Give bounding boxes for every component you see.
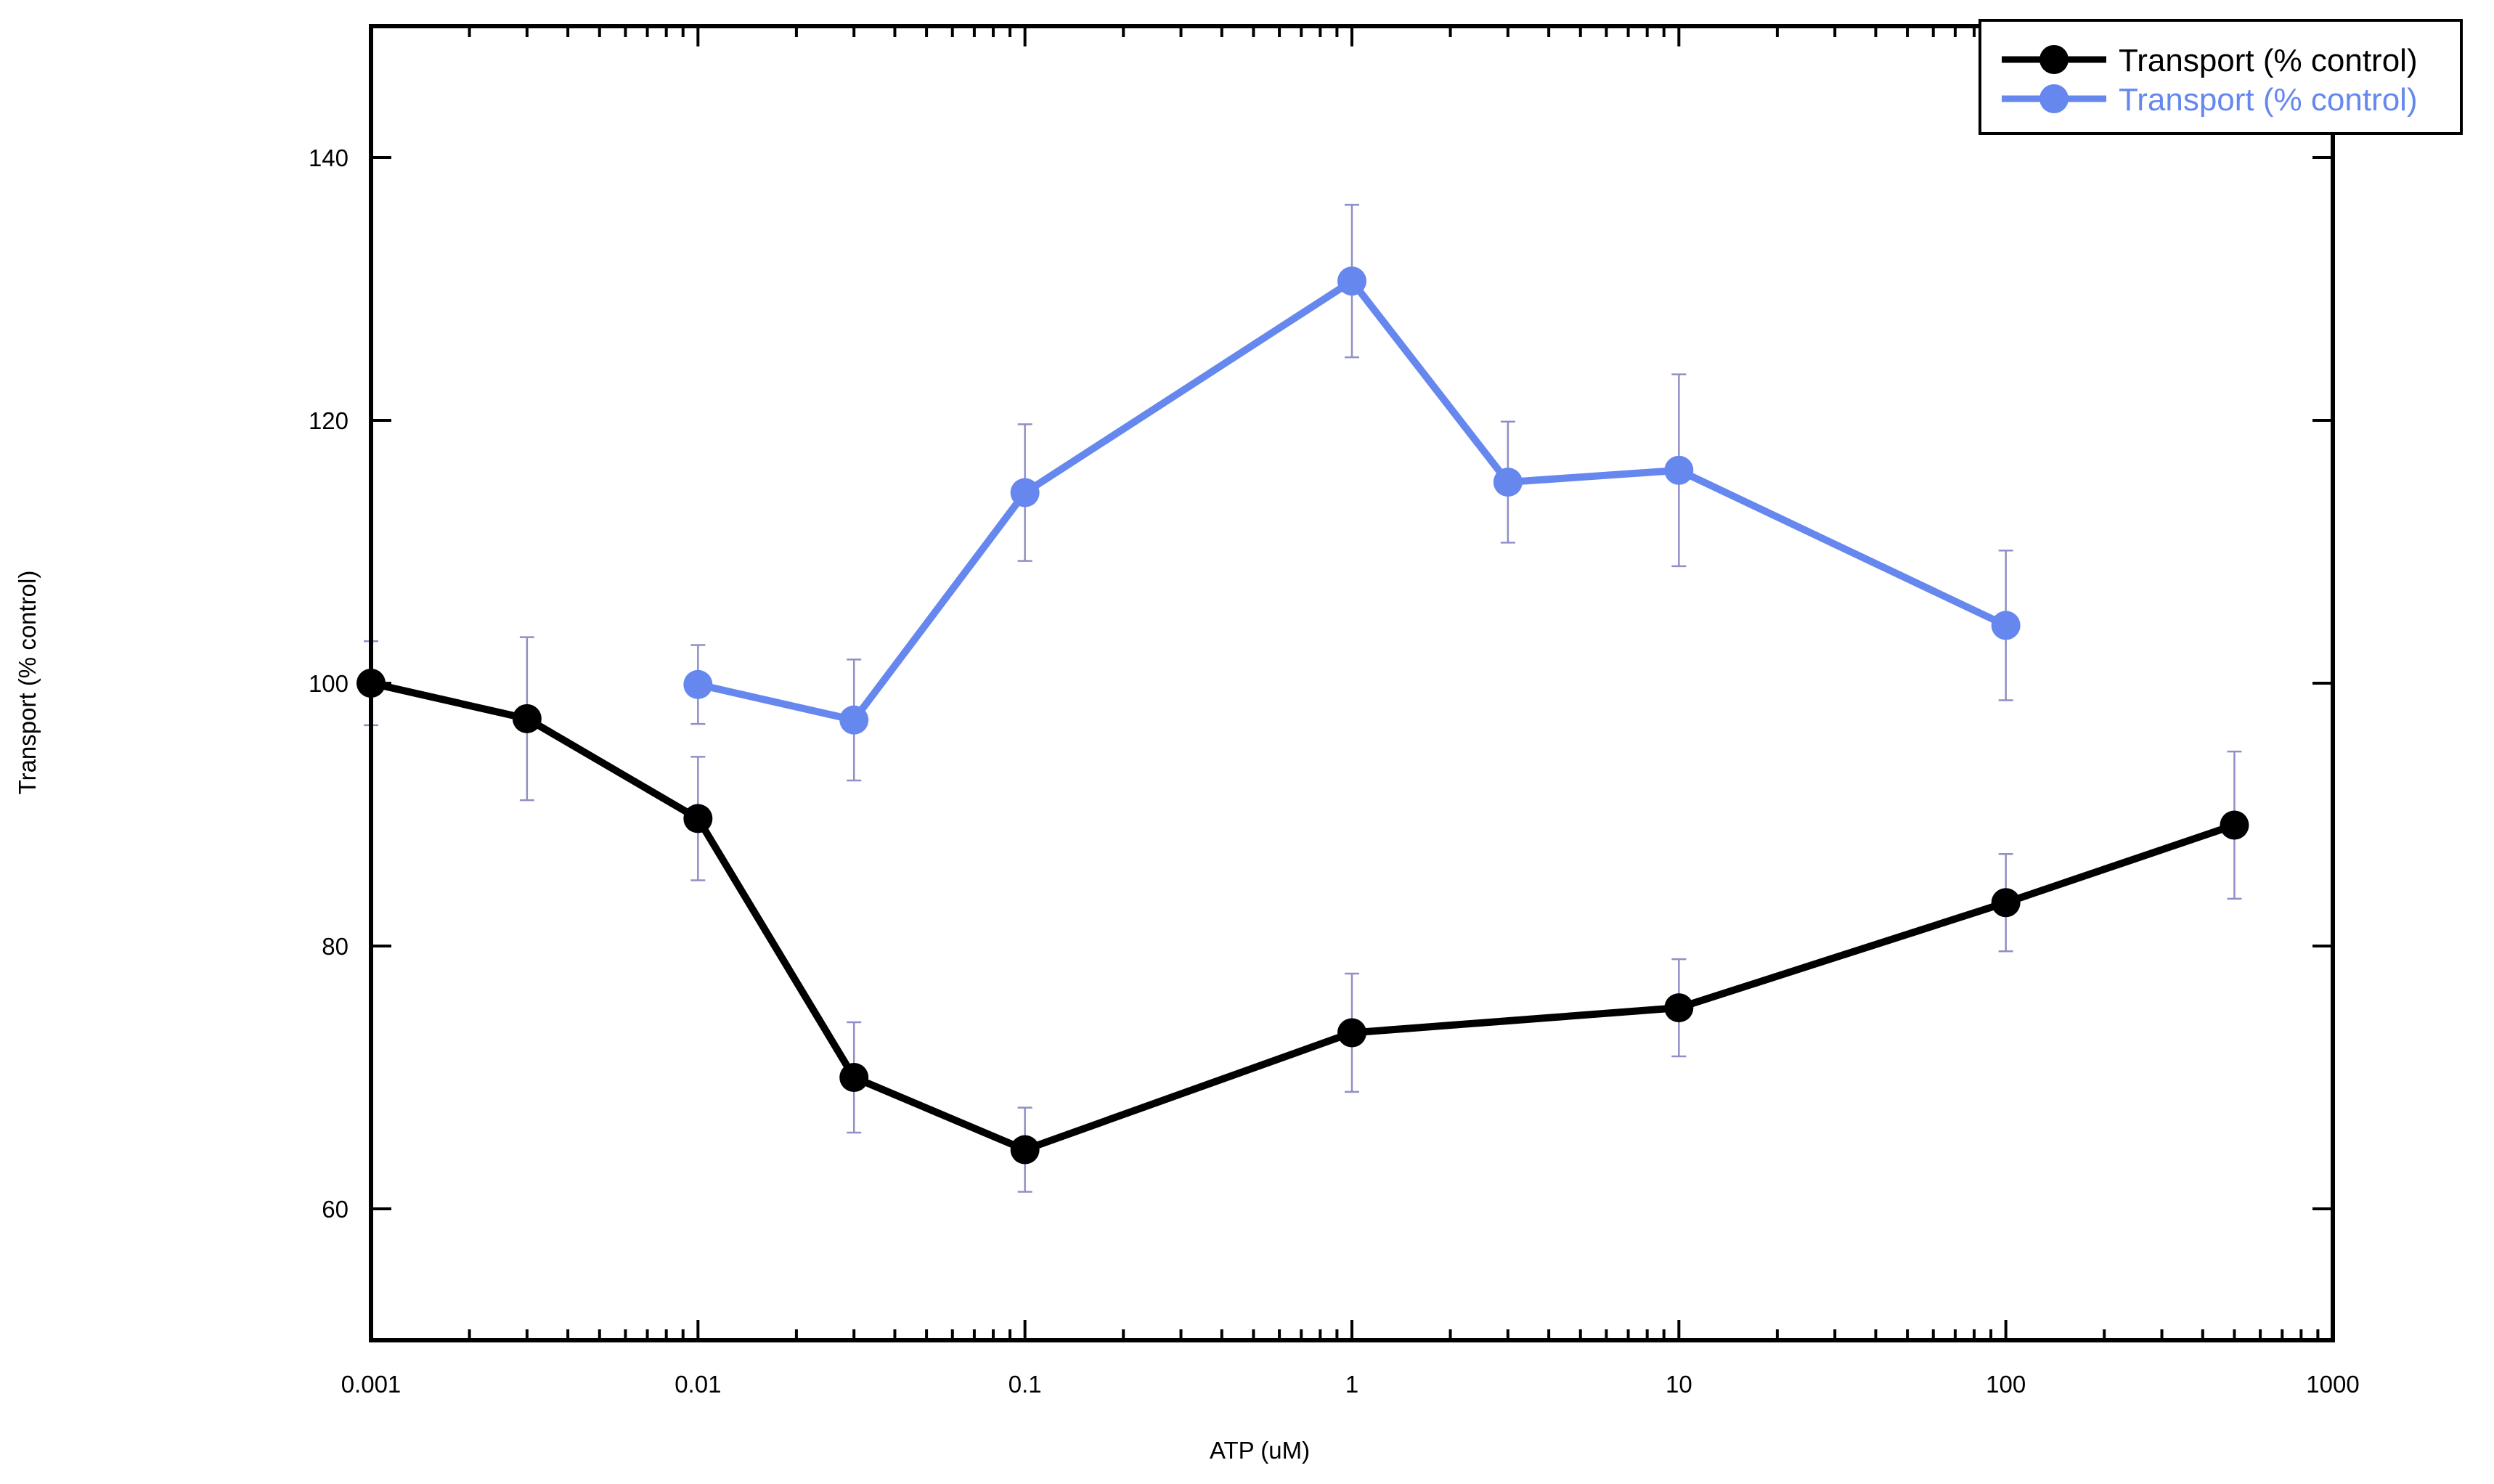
series-2-point (1664, 455, 1694, 485)
x-tick-label: 100 (1986, 1371, 2026, 1398)
series-1-point (683, 804, 713, 833)
series-1-point (839, 1063, 869, 1092)
x-tick-label: 0.001 (341, 1371, 402, 1398)
series-1-point (1337, 1018, 1366, 1048)
series-1-point (1664, 993, 1694, 1023)
y-tick-label: 120 (309, 407, 349, 434)
series-2-point (1337, 266, 1366, 296)
legend-label-series-1: Transport (% control) (2119, 43, 2418, 78)
legend-box (1979, 19, 2463, 135)
x-axis-label: ATP (uM) (1210, 1437, 1310, 1464)
x-tick-label: 0.01 (675, 1371, 721, 1398)
y-tick-label: 100 (309, 670, 349, 697)
x-tick-label: 1 (1345, 1371, 1358, 1398)
y-tick-label: 140 (309, 144, 349, 171)
series-1-point (1991, 888, 2021, 918)
x-tick-label: 10 (1666, 1371, 1692, 1398)
x-tick-label: 1000 (2306, 1371, 2359, 1398)
series-2-point (683, 669, 713, 699)
tick-labels: 0.001 0.01 0.1 1 10 100 1000 60 80 100 120 140 (309, 144, 2360, 1398)
series-2-point (839, 705, 869, 735)
legend: Transport (% control) Transport (% contr… (1979, 19, 2463, 135)
legend-label-series-2: Transport (% control) (2119, 82, 2418, 118)
y-tick-label: 80 (322, 933, 349, 960)
series-2-point (1991, 611, 2021, 640)
series-1-point (512, 704, 542, 733)
legend-marker-series-2 (2039, 84, 2069, 113)
series-2-point (1010, 478, 1040, 507)
series-2-point (1493, 468, 1523, 497)
series-1-point (1010, 1135, 1040, 1165)
y-tick-label: 60 (322, 1196, 349, 1223)
y-axis-label: Transport (% control) (14, 571, 41, 795)
x-tick-label: 0.1 (1008, 1371, 1042, 1398)
series-1-point (2220, 810, 2249, 840)
legend-marker-series-1 (2039, 45, 2069, 74)
plot-frame (369, 24, 2335, 1342)
